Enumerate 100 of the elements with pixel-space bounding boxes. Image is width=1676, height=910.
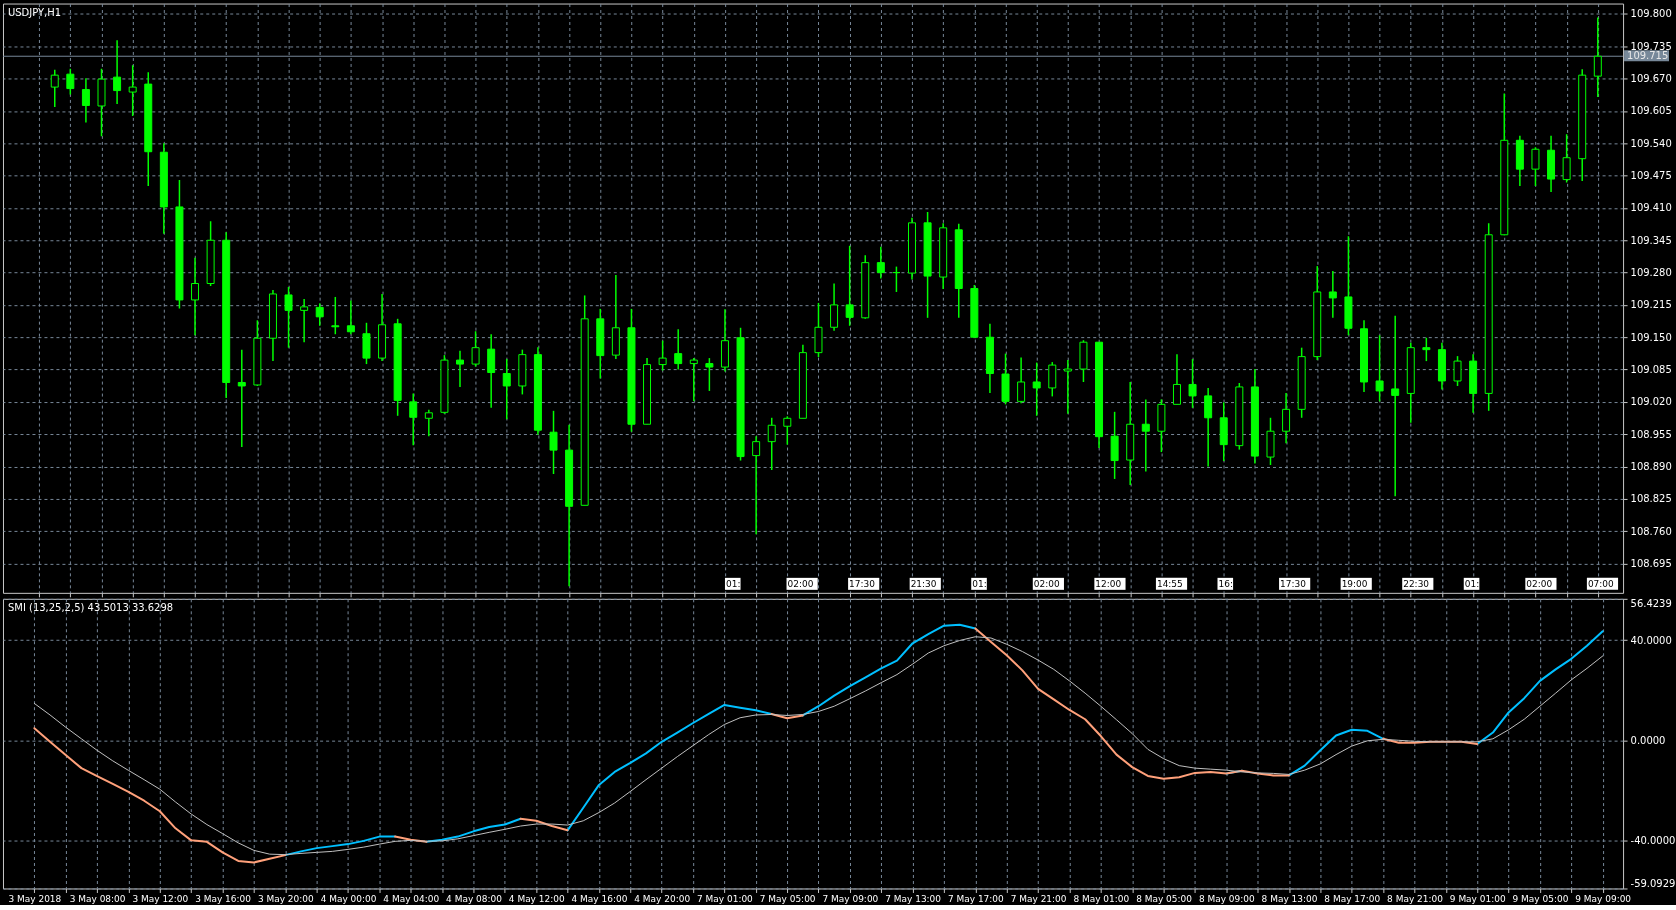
x-tick-label: 8 May 17:00 — [1324, 893, 1381, 904]
candlestick — [1391, 315, 1400, 498]
chart-title: USDJPY,H1 — [7, 6, 62, 18]
x-tick-label: 7 May 09:00 — [822, 893, 879, 904]
annotation: 16: — [1218, 578, 1233, 589]
y-tick-label: -40.0000 — [1630, 835, 1676, 847]
y-tick-label: 109.345 — [1630, 234, 1672, 246]
x-tick-label: 7 May 01:00 — [697, 893, 754, 904]
candlestick — [1562, 133, 1571, 184]
x-tick-label: 4 May 08:00 — [446, 893, 503, 904]
candlestick — [81, 77, 90, 124]
candlestick — [1017, 356, 1026, 405]
annotation: 14:55 — [1156, 578, 1183, 589]
x-tick-label: 8 May 09:00 — [1198, 893, 1255, 904]
candlestick — [1453, 355, 1462, 387]
candlestick — [1282, 392, 1291, 444]
annotation: 19:00 — [1341, 578, 1368, 589]
chart-title: SMI (13,25,2,5) 43.5013 33.6298 — [7, 601, 174, 613]
candlestick — [752, 435, 761, 535]
x-tick-label: 4 May 16:00 — [571, 893, 628, 904]
candlestick — [128, 64, 137, 117]
x-tick-label: 3 May 20:00 — [257, 893, 314, 904]
annotation: 22:30 — [1403, 578, 1430, 589]
annotation: 21:30 — [910, 578, 937, 589]
y-tick-label: 109.085 — [1630, 364, 1672, 376]
candlestick — [783, 415, 792, 446]
y-tick-label: 109.670 — [1630, 73, 1672, 85]
y-tick-label: 109.800 — [1630, 8, 1672, 20]
y-tick-label: 109.475 — [1630, 170, 1672, 182]
x-tick-label: 7 May 05:00 — [759, 893, 816, 904]
candlestick — [66, 67, 75, 96]
x-tick-label: 7 May 13:00 — [885, 893, 942, 904]
y-tick-label: 108.825 — [1630, 493, 1672, 505]
y-tick-label: 56.4239 — [1630, 598, 1672, 610]
x-tick-label: 9 May 05:00 — [1512, 893, 1569, 904]
y-tick-label: 108.695 — [1630, 557, 1672, 569]
candlestick — [1063, 359, 1072, 415]
candlestick — [767, 417, 776, 471]
x-tick-label: 9 May 01:00 — [1449, 893, 1506, 904]
x-tick-label: 7 May 21:00 — [1010, 893, 1067, 904]
y-tick-label: 109.020 — [1630, 396, 1672, 408]
candlestick — [689, 357, 698, 403]
ref-line-label: 109.715 — [1627, 50, 1669, 62]
x-tick-label: 8 May 13:00 — [1261, 893, 1318, 904]
candlestick — [502, 358, 511, 421]
x-tick-label: 8 May 21:00 — [1387, 893, 1444, 904]
annotation: 17:30 — [1280, 578, 1307, 589]
x-tick-label: 3 May 2018 — [8, 893, 62, 904]
y-tick-label: 109.540 — [1630, 137, 1672, 149]
x-tick-label: 4 May 00:00 — [320, 893, 377, 904]
candlestick — [113, 39, 122, 105]
candlestick — [424, 409, 433, 437]
annotation: 01: — [1464, 578, 1480, 589]
x-tick-label: 3 May 12:00 — [132, 893, 189, 904]
candlestick — [830, 282, 839, 332]
candlestick — [1422, 336, 1431, 362]
candlestick — [1048, 361, 1057, 398]
y-tick-label: 109.150 — [1630, 331, 1672, 343]
x-tick-label: 4 May 12:00 — [508, 893, 565, 904]
y-tick-label: 109.735 — [1630, 40, 1672, 52]
candlestick — [1172, 353, 1181, 406]
x-tick-label: 7 May 17:00 — [947, 893, 1005, 904]
annotation: 02:00 — [787, 578, 814, 589]
annotation: 12:00 — [1095, 578, 1122, 589]
candlestick — [191, 256, 200, 336]
y-tick-label: 109.410 — [1630, 202, 1672, 214]
y-tick-label: 40.0000 — [1630, 634, 1672, 646]
candlestick — [1328, 270, 1337, 319]
y-tick-label: 109.215 — [1630, 299, 1672, 311]
x-tick-label: 8 May 01:00 — [1073, 893, 1130, 904]
candlestick — [658, 339, 667, 372]
candlestick — [1141, 398, 1150, 473]
candlestick — [549, 410, 558, 475]
annotation: 02:00 — [1033, 578, 1060, 589]
candlestick — [50, 68, 59, 108]
annotation: 07:00 — [1587, 578, 1615, 589]
candlestick — [315, 302, 324, 327]
y-tick-label: 108.890 — [1630, 461, 1672, 473]
candlestick — [471, 330, 480, 368]
candlestick — [1531, 146, 1540, 187]
annotation: 17:30 — [849, 578, 876, 589]
candlestick — [284, 286, 293, 349]
candlestick — [1593, 16, 1602, 98]
x-tick-label: 4 May 04:00 — [383, 893, 440, 904]
candlestick — [346, 299, 355, 335]
candlestick — [1032, 361, 1041, 417]
candlestick — [456, 349, 464, 388]
candlestick — [845, 244, 854, 327]
candlestick — [1188, 358, 1197, 409]
candlestick — [331, 296, 340, 335]
x-tick-label: 3 May 08:00 — [69, 893, 126, 904]
candlestick — [1204, 387, 1213, 468]
y-tick-label: 109.605 — [1630, 105, 1672, 117]
x-tick-label: 9 May 09:00 — [1575, 893, 1632, 904]
candlestick — [1375, 334, 1384, 403]
candlestick — [237, 348, 246, 448]
annotation: 01: — [972, 578, 987, 589]
candlestick — [487, 333, 496, 409]
candlestick — [705, 357, 714, 392]
y-tick-label: 108.955 — [1630, 428, 1672, 440]
